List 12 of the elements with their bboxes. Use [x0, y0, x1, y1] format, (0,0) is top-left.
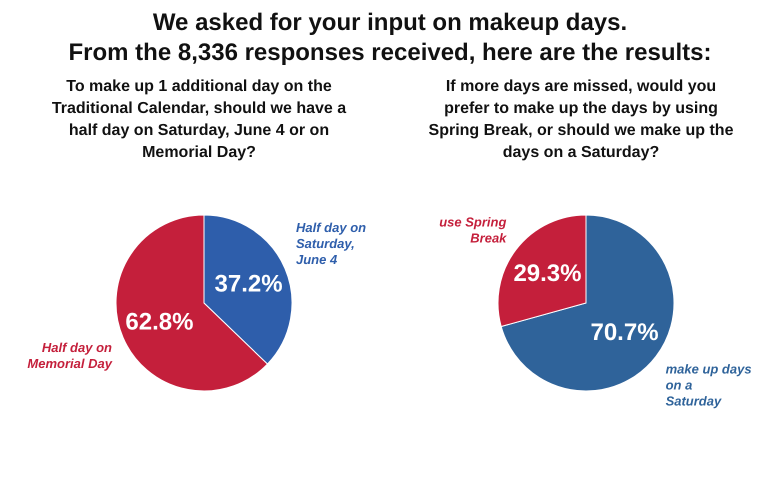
chart-title: To make up 1 additional day on the Traditional Calendar, should we have a half day on Saturday, June 4 or on Memorial Day? — [50, 77, 348, 163]
slice-label: make up days on a Saturday — [666, 362, 752, 409]
data-label: 29.3% — [513, 260, 582, 288]
slice-label: Half day on Memorial Day — [27, 340, 113, 372]
slice-label: use Spring Break — [439, 214, 508, 246]
chart-title: If more days are missed, would you prefer to make up the days by using Spring Break, or should we make up the days on a Saturday? — [428, 77, 734, 163]
data-label: 62.8% — [125, 308, 194, 336]
text: From the 8,336 responses received, here are the results: — [68, 38, 712, 68]
slice-label: Half day on Saturday, June 4 — [296, 220, 366, 267]
data-label: 37.2% — [214, 270, 283, 298]
text: We asked for your input on makeup days. — [152, 8, 628, 38]
data-label: 70.7% — [590, 318, 659, 346]
